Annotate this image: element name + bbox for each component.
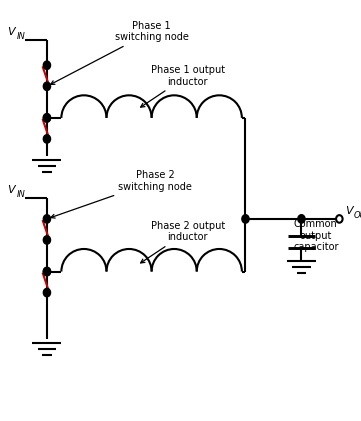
Text: Common
output
capacitor: Common output capacitor (293, 219, 339, 252)
Text: Phase 1
switching node: Phase 1 switching node (51, 21, 188, 84)
Text: V: V (7, 27, 15, 37)
Circle shape (43, 215, 51, 223)
Text: IN: IN (17, 32, 25, 41)
Circle shape (336, 215, 343, 223)
Circle shape (43, 236, 51, 244)
Circle shape (43, 114, 51, 122)
Circle shape (43, 82, 51, 91)
Circle shape (43, 114, 51, 122)
Text: IN: IN (17, 190, 25, 199)
Text: OUT: OUT (354, 211, 361, 220)
Circle shape (242, 215, 249, 223)
Text: V: V (7, 184, 15, 195)
Circle shape (43, 288, 51, 297)
Text: Phase 2 output
inductor: Phase 2 output inductor (141, 221, 225, 263)
Text: V: V (345, 205, 352, 216)
Circle shape (43, 135, 51, 143)
Circle shape (43, 267, 51, 276)
Circle shape (298, 215, 305, 223)
Circle shape (43, 61, 51, 69)
Text: Phase 1 output
inductor: Phase 1 output inductor (141, 65, 225, 107)
Text: Phase 2
switching node: Phase 2 switching node (51, 170, 192, 218)
Circle shape (43, 267, 51, 276)
